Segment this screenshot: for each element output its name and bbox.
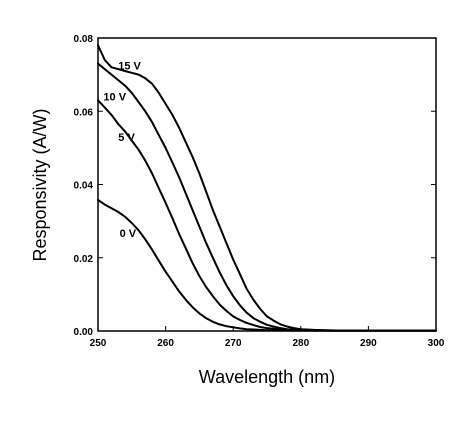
- y-tick-label: 0.04: [74, 181, 94, 192]
- series-line-5-v: [97, 99, 437, 332]
- x-tick-label: 270: [225, 338, 242, 349]
- x-tick-label: 300: [428, 338, 445, 349]
- series-label-15-v: 15 V: [118, 60, 141, 72]
- series-line-15-v: [97, 44, 437, 332]
- series-curves: [97, 44, 437, 332]
- y-axis-title: Responsivity (A/W): [30, 108, 50, 261]
- y-tick-label: 0.00: [74, 327, 94, 338]
- series-label-5-v: 5 V: [118, 132, 135, 144]
- y-tick-label: 0.08: [74, 34, 94, 45]
- y-tick-label: 0.02: [74, 254, 94, 265]
- series-line-10-v: [97, 62, 437, 332]
- series-labels: 15 V 10 V 5 V 0 V: [103, 60, 141, 240]
- x-tick-label: 250: [90, 338, 107, 349]
- x-tick-label: 280: [292, 338, 309, 349]
- x-tick-label: 260: [157, 338, 174, 349]
- series-label-10-v: 10 V: [103, 92, 126, 104]
- x-tick-label: 290: [360, 338, 377, 349]
- y-axis-ticks: 0.00 0.02 0.04 0.06 0.08: [74, 34, 436, 338]
- y-tick-label: 0.06: [74, 107, 94, 118]
- series-line-0-v: [97, 198, 437, 332]
- x-axis-title: Wavelength (nm): [199, 367, 335, 387]
- series-label-0-v: 0 V: [120, 228, 137, 240]
